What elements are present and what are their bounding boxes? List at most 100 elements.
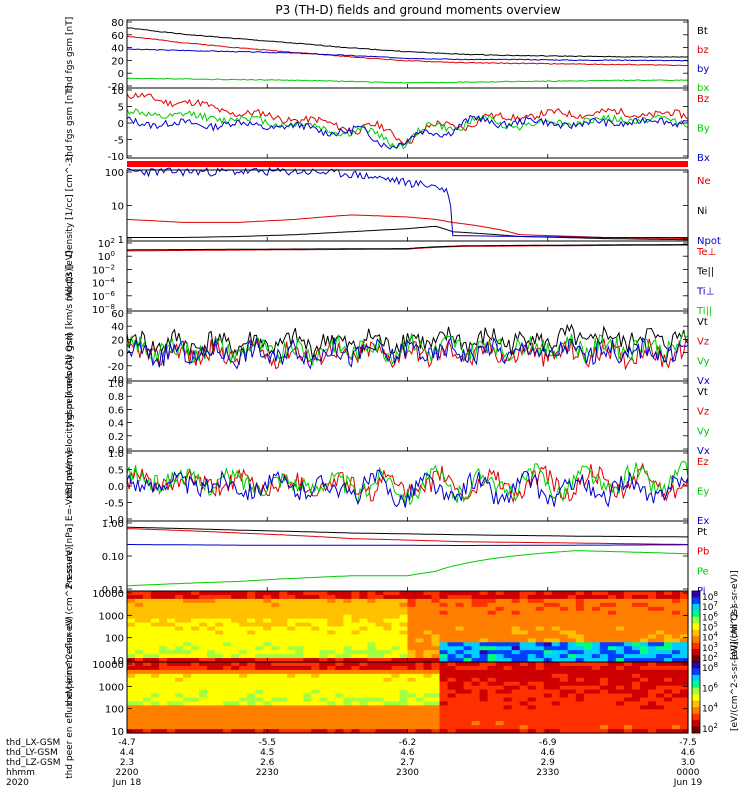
- spectrogram-cell: [351, 638, 361, 643]
- spectrogram-cell: [471, 725, 481, 730]
- spectrogram-cell: [319, 685, 328, 691]
- spectrogram-cell: [439, 729, 449, 734]
- spectrogram-cell: [671, 689, 681, 695]
- spectrogram-cell: [263, 598, 272, 604]
- spectrogram-cell: [383, 598, 393, 604]
- spectrogram-cell: [255, 658, 264, 663]
- spectrogram-cell: [679, 650, 689, 655]
- spectrogram-cell: [279, 669, 288, 675]
- legend-entry-Ey: Ey: [697, 486, 709, 497]
- spectrogram-cell: [383, 594, 393, 600]
- spectrogram-cell: [519, 598, 529, 604]
- spectrogram-cell: [583, 677, 593, 683]
- spectrogram-cell: [391, 693, 401, 699]
- spectrogram-cell: [655, 618, 665, 624]
- spectrogram-cell: [311, 725, 320, 730]
- spectrogram-cell: [127, 713, 136, 718]
- colorbar-frame: [691, 661, 701, 734]
- spectrogram-cell: [303, 638, 312, 643]
- y-tick-exponent: −4: [105, 277, 116, 285]
- spectrogram-cell: [655, 602, 665, 608]
- spectrogram-cell: [447, 646, 457, 651]
- spectrogram-cell: [615, 634, 625, 639]
- spectrogram-cell: [431, 662, 441, 667]
- spectrogram-cell: [303, 642, 312, 647]
- axis-row-value: 3.0: [681, 758, 696, 768]
- spectrogram-cell: [343, 626, 352, 632]
- spectrogram-cell: [439, 673, 449, 679]
- spectrogram-cell: [447, 650, 457, 655]
- axis-row-value: 4.6: [681, 748, 696, 758]
- spectrogram-cell: [263, 717, 272, 722]
- spectrogram-cell: [487, 673, 497, 679]
- spectrogram-cell: [207, 598, 216, 604]
- spectrogram-cell: [351, 681, 361, 687]
- spectrogram-cell: [535, 658, 545, 663]
- spectrogram-cell: [255, 709, 264, 714]
- spectrogram-cell: [471, 610, 481, 616]
- spectrogram-cell: [679, 654, 689, 659]
- spectrogram-cell: [551, 618, 561, 624]
- spectrogram-cell: [175, 654, 184, 659]
- spectrogram-cell: [287, 701, 296, 706]
- spectrogram-cell: [527, 685, 537, 691]
- spectrogram-cell: [663, 634, 673, 639]
- spectrogram-cell: [303, 610, 312, 616]
- spectrogram-cell: [599, 705, 609, 710]
- spectrogram-cell: [271, 646, 280, 651]
- spectrogram-cell: [655, 677, 665, 683]
- spectrogram-cell: [127, 646, 136, 651]
- spectrogram-cell: [415, 610, 425, 616]
- spectrogram-cell: [551, 677, 561, 683]
- spectrogram-cell: [511, 614, 521, 620]
- spectrogram-cell: [279, 642, 288, 647]
- spectrogram-cell: [599, 602, 609, 608]
- spectrogram-cell: [279, 697, 288, 703]
- spectrogram-cell: [607, 638, 617, 643]
- spectrogram-cell: [143, 721, 152, 726]
- spectrogram-cell: [215, 610, 224, 616]
- spectrogram-cell: [351, 650, 361, 655]
- spectrogram-cell: [455, 638, 465, 643]
- spectrogram-cell: [311, 681, 320, 687]
- spectrogram-cell: [263, 594, 272, 600]
- spectrogram-cell: [575, 677, 585, 683]
- spectrogram-cell: [455, 622, 465, 628]
- spectrogram-cell: [327, 642, 336, 647]
- spectrogram-cell: [159, 709, 168, 714]
- spectrogram-cell: [615, 658, 625, 663]
- spectrogram-cell: [599, 626, 609, 632]
- spectrogram-cell: [567, 665, 577, 671]
- spectrogram-cell: [463, 685, 473, 691]
- spectrogram-cell: [383, 725, 393, 730]
- spectrogram-cell: [367, 725, 377, 730]
- spectrogram-cell: [535, 650, 545, 655]
- spectrogram-cell: [319, 626, 328, 632]
- spectrogram-cell: [383, 606, 393, 612]
- spectrogram-cell: [183, 614, 192, 620]
- spectrogram-cell: [255, 721, 264, 726]
- spectrogram-cell: [375, 638, 385, 643]
- spectrogram-cell: [495, 677, 505, 683]
- spectrogram-cell: [327, 669, 336, 675]
- spectrogram-cell: [151, 591, 160, 596]
- spectrogram-cell: [399, 673, 409, 679]
- spectrogram-cell: [343, 673, 352, 679]
- spectrogram-cell: [503, 721, 513, 726]
- spectrogram-cell: [311, 713, 320, 718]
- spectrogram-cell: [447, 662, 457, 667]
- spectrogram-cell: [327, 634, 336, 639]
- spectrogram-cell: [167, 618, 176, 624]
- colorbar-tick-exponent: 7: [713, 600, 717, 608]
- colorbar-swatch: [692, 591, 700, 598]
- spectrogram-cell: [351, 701, 361, 706]
- legend-entry-Pi: Pi: [697, 586, 706, 597]
- spectrogram-cell: [279, 658, 288, 663]
- spectrogram-cell: [351, 591, 361, 596]
- spectrogram-cell: [655, 721, 665, 726]
- spectrogram-cell: [207, 658, 216, 663]
- spectrogram-cell: [639, 677, 649, 683]
- spectrogram-cell: [335, 594, 344, 600]
